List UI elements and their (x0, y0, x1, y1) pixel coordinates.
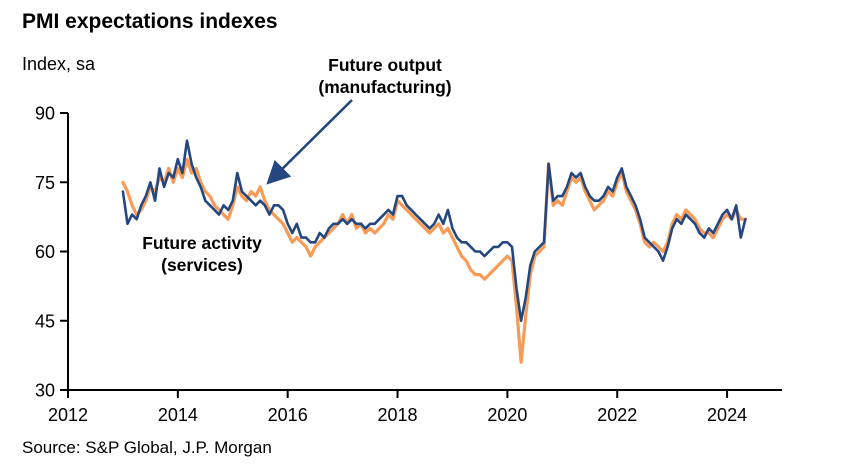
y-axis-unit-label: Index, sa (22, 54, 96, 74)
manufacturing-annotation-line2: (manufacturing) (318, 76, 452, 97)
svg-text:2016: 2016 (268, 405, 308, 425)
svg-text:75: 75 (35, 173, 55, 193)
services-annotation: Future activity (services) (112, 233, 292, 277)
svg-text:2024: 2024 (707, 405, 747, 425)
services-annotation-line2: (services) (161, 254, 243, 275)
svg-text:2012: 2012 (48, 405, 88, 425)
svg-text:2018: 2018 (378, 405, 418, 425)
manufacturing-annotation-line1: Future output (328, 55, 442, 75)
svg-text:90: 90 (35, 104, 55, 124)
svg-text:2020: 2020 (487, 405, 527, 425)
services-annotation-line1: Future activity (142, 233, 262, 253)
svg-text:60: 60 (35, 242, 55, 262)
manufacturing-annotation: Future output (manufacturing) (290, 55, 480, 99)
series-lines (121, 139, 748, 364)
annotation-arrow (266, 99, 353, 185)
svg-text:30: 30 (35, 381, 55, 401)
chart-title: PMI expectations indexes (22, 10, 278, 33)
svg-text:45: 45 (35, 311, 55, 331)
svg-text:2014: 2014 (158, 405, 198, 425)
axes: 30 45 60 75 90 2012 2014 2016 2018 2020 2022 2024 (35, 104, 782, 425)
source-label: Source: S&P Global, J.P. Morgan (22, 438, 272, 457)
svg-text:2022: 2022 (597, 405, 637, 425)
